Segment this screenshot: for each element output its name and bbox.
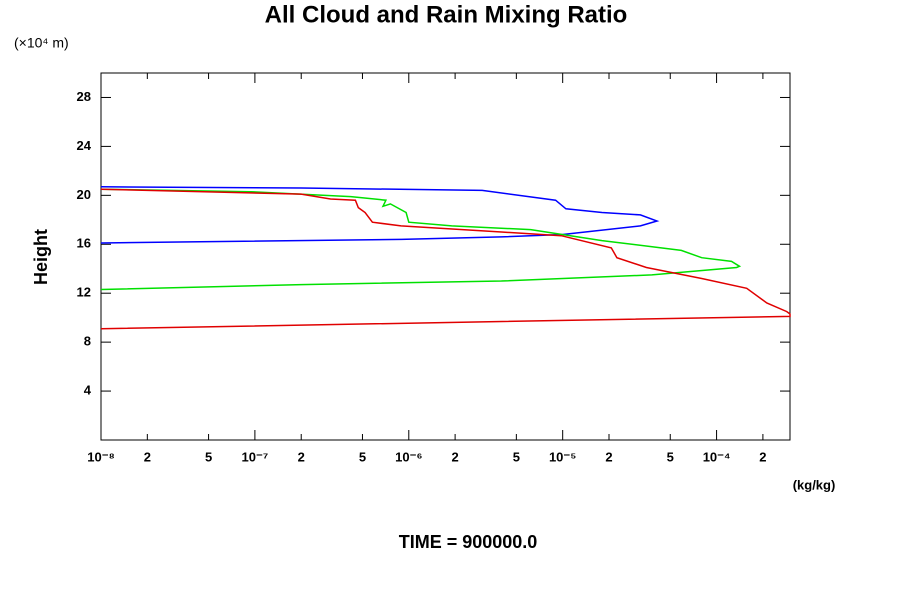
x-tick-label: 5 — [513, 449, 520, 464]
plot-frame — [100, 72, 791, 441]
x-tick-label: 10⁻⁵ — [549, 449, 576, 464]
x-tick-label: 5 — [667, 449, 674, 464]
x-tick-label: 5 — [205, 449, 212, 464]
y-axis-label: Height — [31, 229, 51, 285]
x-tick-label: 2 — [759, 449, 766, 464]
data-line — [100, 188, 742, 291]
data-line — [100, 188, 791, 330]
y-tick-label: 4 — [84, 383, 92, 398]
y-tick-label: 12 — [77, 285, 91, 300]
x-tick-label: 2 — [605, 449, 612, 464]
x-tick-label: 5 — [359, 449, 366, 464]
y-unit: (×10⁴ m) — [14, 35, 69, 51]
x-tick-label: 2 — [144, 449, 151, 464]
x-tick-label: 10⁻⁴ — [703, 449, 731, 464]
y-tick-label: 28 — [77, 89, 91, 104]
y-tick-label: 20 — [77, 187, 91, 202]
x-unit: (kg/kg) — [793, 477, 836, 492]
y-tick-label: 8 — [84, 334, 91, 349]
y-tick-label: 24 — [77, 138, 92, 153]
chart-title: All Cloud and Rain Mixing Ratio — [265, 1, 628, 28]
footer: TIME = 900000.0 — [399, 532, 538, 552]
x-tick-label: 10⁻⁸ — [87, 449, 114, 464]
x-tick-label: 10⁻⁶ — [395, 449, 422, 464]
y-tick-label: 16 — [77, 236, 91, 251]
x-tick-label: 2 — [298, 449, 305, 464]
data-line — [100, 186, 660, 244]
x-tick-label: 2 — [451, 449, 458, 464]
x-tick-label: 10⁻⁷ — [242, 449, 269, 464]
